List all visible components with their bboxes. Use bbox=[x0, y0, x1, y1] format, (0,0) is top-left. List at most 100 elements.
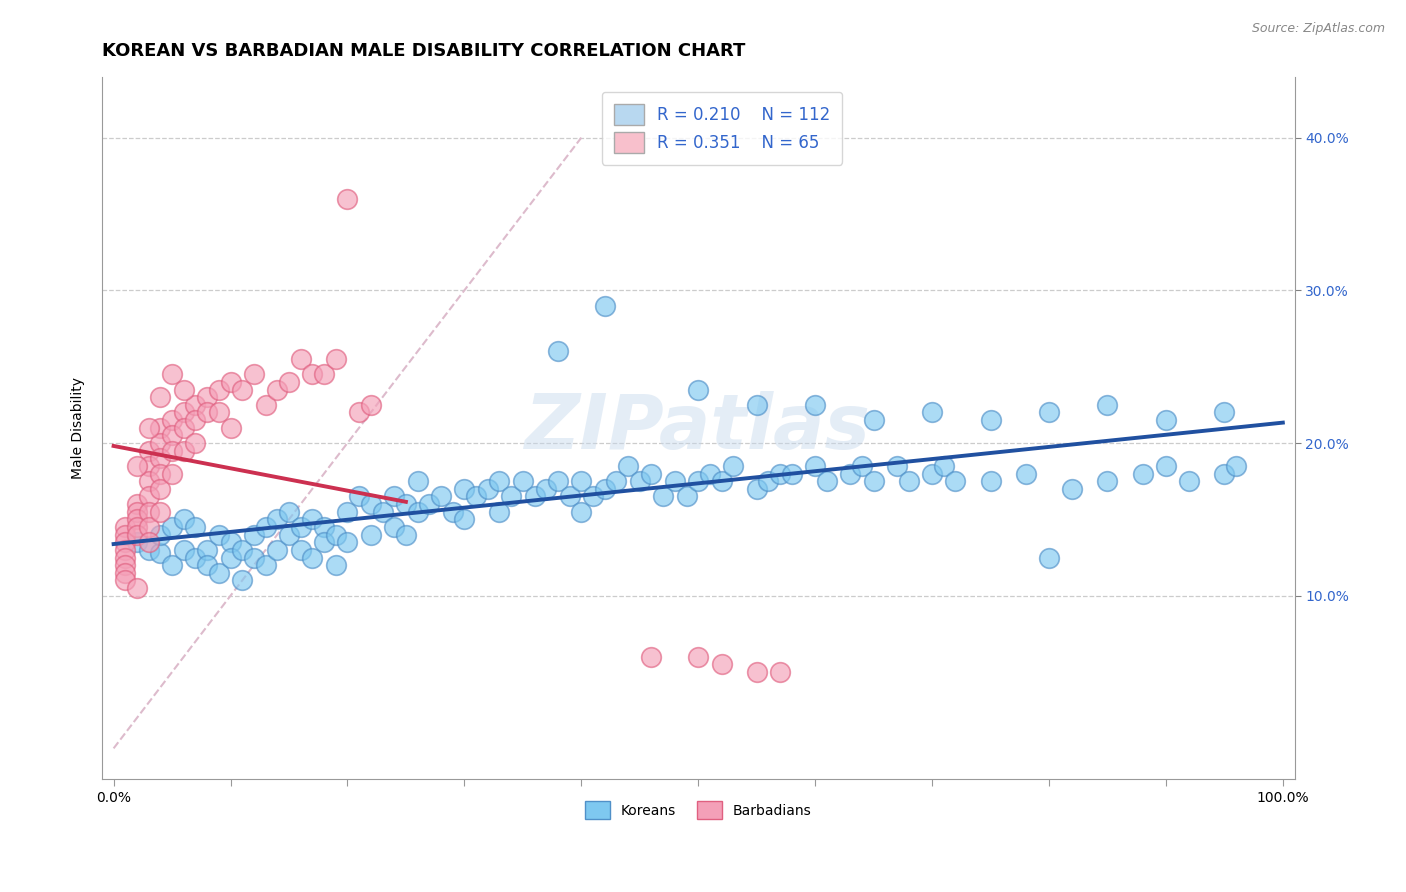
Point bbox=[301, 512, 323, 526]
Point bbox=[406, 474, 429, 488]
Point bbox=[932, 458, 955, 473]
Point bbox=[312, 520, 335, 534]
Point bbox=[512, 474, 534, 488]
Point bbox=[1225, 458, 1247, 473]
Point bbox=[441, 505, 464, 519]
Point bbox=[219, 535, 242, 549]
Point bbox=[219, 550, 242, 565]
Point bbox=[1213, 467, 1236, 481]
Point bbox=[138, 474, 160, 488]
Point bbox=[675, 490, 697, 504]
Point bbox=[558, 490, 581, 504]
Point bbox=[453, 482, 475, 496]
Point bbox=[208, 405, 231, 419]
Point bbox=[312, 368, 335, 382]
Point bbox=[664, 474, 686, 488]
Point bbox=[114, 527, 136, 541]
Point bbox=[979, 413, 1001, 427]
Text: Source: ZipAtlas.com: Source: ZipAtlas.com bbox=[1251, 22, 1385, 36]
Point bbox=[745, 482, 768, 496]
Point bbox=[149, 546, 172, 560]
Point bbox=[418, 497, 440, 511]
Point bbox=[945, 474, 967, 488]
Point bbox=[395, 527, 418, 541]
Point bbox=[688, 474, 710, 488]
Point bbox=[1132, 467, 1154, 481]
Point bbox=[839, 467, 862, 481]
Point bbox=[453, 512, 475, 526]
Point bbox=[547, 474, 569, 488]
Point bbox=[723, 458, 745, 473]
Point bbox=[138, 421, 160, 435]
Point bbox=[138, 443, 160, 458]
Point bbox=[815, 474, 838, 488]
Point bbox=[208, 566, 231, 580]
Y-axis label: Male Disability: Male Disability bbox=[72, 376, 86, 479]
Point bbox=[325, 527, 347, 541]
Point bbox=[336, 192, 359, 206]
Point bbox=[862, 413, 884, 427]
Point bbox=[569, 505, 592, 519]
Point bbox=[149, 527, 172, 541]
Point bbox=[488, 474, 510, 488]
Point bbox=[745, 398, 768, 412]
Point bbox=[617, 458, 640, 473]
Point bbox=[1014, 467, 1036, 481]
Point bbox=[593, 299, 616, 313]
Point bbox=[382, 520, 405, 534]
Point bbox=[1038, 405, 1060, 419]
Text: KOREAN VS BARBADIAN MALE DISABILITY CORRELATION CHART: KOREAN VS BARBADIAN MALE DISABILITY CORR… bbox=[101, 42, 745, 60]
Point bbox=[688, 649, 710, 664]
Point bbox=[149, 390, 172, 404]
Point bbox=[231, 574, 253, 588]
Point bbox=[219, 421, 242, 435]
Text: ZIPatlas: ZIPatlas bbox=[526, 391, 872, 465]
Point bbox=[301, 368, 323, 382]
Point bbox=[336, 535, 359, 549]
Point bbox=[114, 550, 136, 565]
Point bbox=[1097, 474, 1119, 488]
Point bbox=[138, 505, 160, 519]
Point bbox=[465, 490, 488, 504]
Point bbox=[254, 558, 277, 573]
Point bbox=[125, 497, 148, 511]
Point bbox=[125, 527, 148, 541]
Point bbox=[173, 512, 195, 526]
Point bbox=[745, 665, 768, 679]
Point bbox=[173, 405, 195, 419]
Point bbox=[347, 405, 370, 419]
Point bbox=[173, 383, 195, 397]
Point bbox=[278, 527, 301, 541]
Point bbox=[149, 436, 172, 450]
Point bbox=[114, 542, 136, 557]
Point bbox=[160, 467, 183, 481]
Point bbox=[360, 398, 382, 412]
Point bbox=[184, 398, 207, 412]
Point bbox=[138, 458, 160, 473]
Point bbox=[125, 458, 148, 473]
Point bbox=[897, 474, 920, 488]
Point bbox=[184, 413, 207, 427]
Point bbox=[1097, 398, 1119, 412]
Point bbox=[921, 405, 943, 419]
Point bbox=[488, 505, 510, 519]
Point bbox=[593, 482, 616, 496]
Point bbox=[862, 474, 884, 488]
Point bbox=[523, 490, 546, 504]
Point bbox=[360, 497, 382, 511]
Point bbox=[769, 467, 792, 481]
Point bbox=[688, 383, 710, 397]
Point bbox=[160, 368, 183, 382]
Point bbox=[138, 535, 160, 549]
Point bbox=[219, 375, 242, 389]
Point bbox=[149, 421, 172, 435]
Point bbox=[336, 505, 359, 519]
Point bbox=[1178, 474, 1201, 488]
Point bbox=[125, 535, 148, 549]
Point bbox=[195, 405, 218, 419]
Point bbox=[1062, 482, 1084, 496]
Point bbox=[160, 443, 183, 458]
Point bbox=[184, 436, 207, 450]
Point bbox=[325, 352, 347, 367]
Point bbox=[173, 443, 195, 458]
